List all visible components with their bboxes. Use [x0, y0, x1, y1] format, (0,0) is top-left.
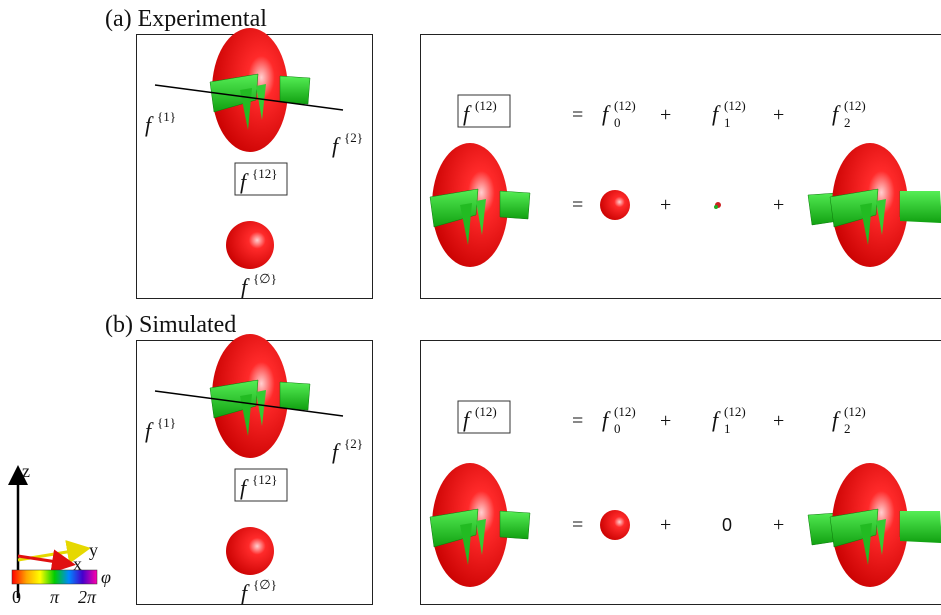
symbol-base: f	[332, 133, 341, 158]
green-lobe	[500, 191, 530, 219]
superscript: {∅}	[253, 577, 277, 592]
colorbar-tick: 2π	[78, 587, 97, 607]
operator: =	[572, 104, 583, 126]
superscript: {1}	[157, 415, 176, 430]
colorbar	[12, 570, 97, 584]
symbol-base: f	[145, 418, 154, 443]
colorbar-tick: π	[50, 587, 60, 607]
operator: +	[773, 410, 784, 432]
tiny-glyph	[714, 205, 718, 209]
colorbar-label: φ	[101, 567, 111, 587]
superscript: (12)	[724, 404, 746, 419]
figure: (a) Experimentalf{1}f{2}f{12}f{∅}f(12)=+…	[0, 0, 941, 615]
operator: =	[572, 410, 583, 432]
orbital-glyph	[808, 463, 941, 587]
superscript: {1}	[157, 109, 176, 124]
green-lobe	[500, 511, 530, 539]
panel-title: (a) Experimental	[105, 6, 267, 32]
symbol-base: f	[832, 101, 841, 126]
sphere	[226, 221, 274, 269]
orbital-glyph	[210, 28, 310, 152]
symbol-base: f	[712, 101, 721, 126]
subscript: 1	[724, 115, 731, 130]
symbol-base: f	[602, 407, 611, 432]
operator: +	[773, 194, 784, 216]
axis-label: y	[89, 540, 98, 560]
sphere	[600, 190, 630, 220]
subscript: 2	[844, 115, 851, 130]
superscript: {12}	[252, 472, 277, 487]
green-lobe	[900, 511, 941, 543]
superscript: (12)	[475, 98, 497, 113]
zero-term: 0	[722, 515, 732, 535]
operator: =	[572, 194, 583, 216]
orbital-glyph	[210, 334, 310, 458]
operator: =	[572, 514, 583, 536]
symbol-base: f	[241, 580, 250, 605]
superscript: {12}	[252, 166, 277, 181]
subscript: 0	[614, 115, 621, 130]
symbol-base: f	[240, 169, 249, 194]
symbol-base: f	[712, 407, 721, 432]
orbital-glyph	[430, 143, 530, 267]
superscript: (12)	[475, 404, 497, 419]
symbol-base: f	[145, 112, 154, 137]
operator: +	[773, 514, 784, 536]
superscript: {2}	[344, 436, 363, 451]
operator: +	[660, 410, 671, 432]
operator: +	[660, 194, 671, 216]
superscript: (12)	[844, 404, 866, 419]
subscript: 0	[614, 421, 621, 436]
superscript: {∅}	[253, 271, 277, 286]
superscript: {2}	[344, 130, 363, 145]
orbital-glyph	[430, 463, 530, 587]
superscript: (12)	[614, 404, 636, 419]
panel-title: (b) Simulated	[105, 312, 236, 338]
green-lobe	[280, 76, 310, 104]
symbol-base: f	[241, 274, 250, 299]
sphere	[226, 527, 274, 575]
operator: +	[660, 514, 671, 536]
symbol-base: f	[832, 407, 841, 432]
subscript: 2	[844, 421, 851, 436]
sphere	[600, 510, 630, 540]
symbol-base: f	[332, 439, 341, 464]
symbol-base: f	[463, 101, 472, 126]
operator: +	[773, 104, 784, 126]
superscript: (12)	[844, 98, 866, 113]
superscript: (12)	[614, 98, 636, 113]
symbol-base: f	[240, 475, 249, 500]
green-lobe	[900, 191, 941, 223]
symbol-base: f	[463, 407, 472, 432]
operator: +	[660, 104, 671, 126]
green-lobe	[280, 382, 310, 410]
orbital-glyph	[808, 143, 941, 267]
subscript: 1	[724, 421, 731, 436]
colorbar-tick: 0	[12, 587, 21, 607]
superscript: (12)	[724, 98, 746, 113]
axis-label: z	[22, 461, 30, 481]
symbol-base: f	[602, 101, 611, 126]
